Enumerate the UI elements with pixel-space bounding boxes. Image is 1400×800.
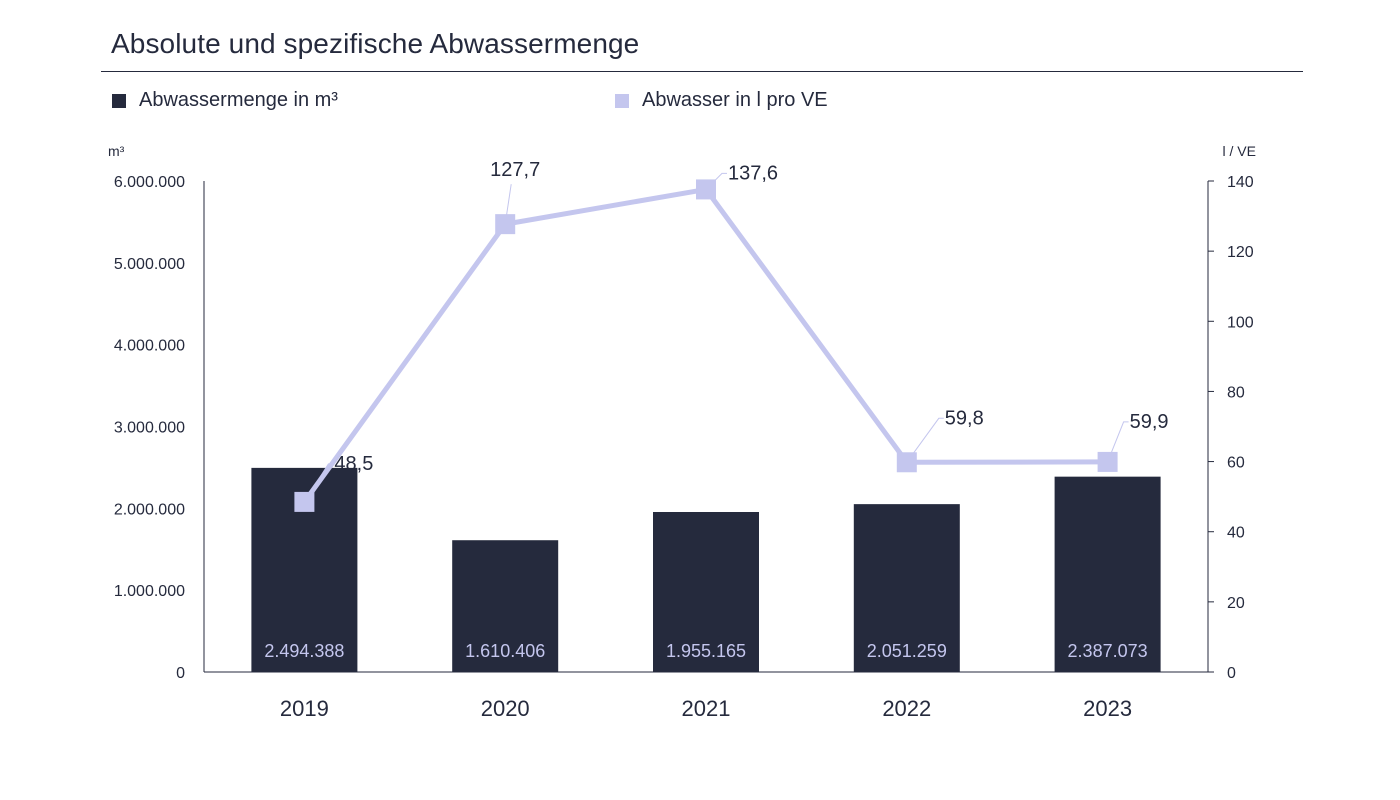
- x-category-label: 2021: [682, 696, 731, 721]
- bar-value-label: 2.494.388: [264, 641, 344, 661]
- x-category-label: 2023: [1083, 696, 1132, 721]
- legend-label-bar: Abwassermenge in m³: [139, 89, 338, 111]
- left-axis-unit: m³: [108, 143, 125, 159]
- right-tick-label: 140: [1227, 174, 1254, 191]
- right-tick-label: 0: [1227, 665, 1236, 682]
- line-point-label: 59,8: [945, 407, 984, 429]
- bar-value-label: 1.610.406: [465, 641, 545, 661]
- point-label-leader: [1107, 421, 1129, 463]
- bar: [1054, 476, 1161, 672]
- title-divider: [101, 71, 1303, 72]
- point-label-leader: [504, 184, 512, 225]
- point-label-leader: [705, 172, 727, 190]
- bar: [853, 504, 960, 672]
- right-axis-unit: l / VE: [1223, 143, 1256, 159]
- right-tick-label: 40: [1227, 525, 1245, 542]
- right-tick-label: 120: [1227, 244, 1254, 261]
- chart-title: Absolute und spezifische Abwassermenge: [111, 28, 640, 59]
- left-tick-label: 1.000.000: [114, 583, 185, 600]
- bar: [452, 540, 559, 672]
- bar-value-label: 1.955.165: [666, 641, 746, 661]
- right-tick-label: 100: [1227, 314, 1254, 331]
- line-point-label: 127,7: [490, 159, 540, 181]
- left-tick-label: 2.000.000: [114, 501, 185, 518]
- legend-label-line: Abwasser in l pro VE: [642, 89, 828, 111]
- line-point-label: 48,5: [334, 453, 373, 475]
- legend-swatch-line: [615, 93, 629, 108]
- left-tick-label: 6.000.000: [114, 174, 185, 191]
- point-label-leader: [906, 417, 944, 463]
- right-tick-label: 20: [1227, 595, 1245, 612]
- x-category-label: 2019: [280, 696, 329, 721]
- bar: [653, 512, 759, 672]
- x-category-label: 2020: [481, 696, 530, 721]
- legend-swatch-bar: [112, 93, 126, 108]
- left-tick-label: 4.000.000: [114, 338, 185, 355]
- bar-value-label: 2.387.073: [1068, 641, 1148, 661]
- line-point-label: 137,6: [728, 162, 778, 184]
- line-point-label: 59,9: [1130, 411, 1169, 433]
- left-tick-label: 0: [176, 665, 185, 682]
- left-tick-label: 5.000.000: [114, 256, 185, 273]
- legend-item-bar: Abwassermenge in m³: [112, 89, 338, 112]
- right-tick-label: 60: [1227, 455, 1245, 472]
- left-tick-label: 3.000.000: [114, 420, 185, 437]
- legend-item-line: Abwasser in l pro VE: [615, 89, 828, 112]
- x-category-label: 2022: [882, 696, 931, 721]
- right-tick-label: 80: [1227, 384, 1245, 401]
- point-label-leader: [303, 463, 334, 503]
- bar-value-label: 2.051.259: [867, 641, 947, 661]
- line-series-path: [302, 186, 1108, 504]
